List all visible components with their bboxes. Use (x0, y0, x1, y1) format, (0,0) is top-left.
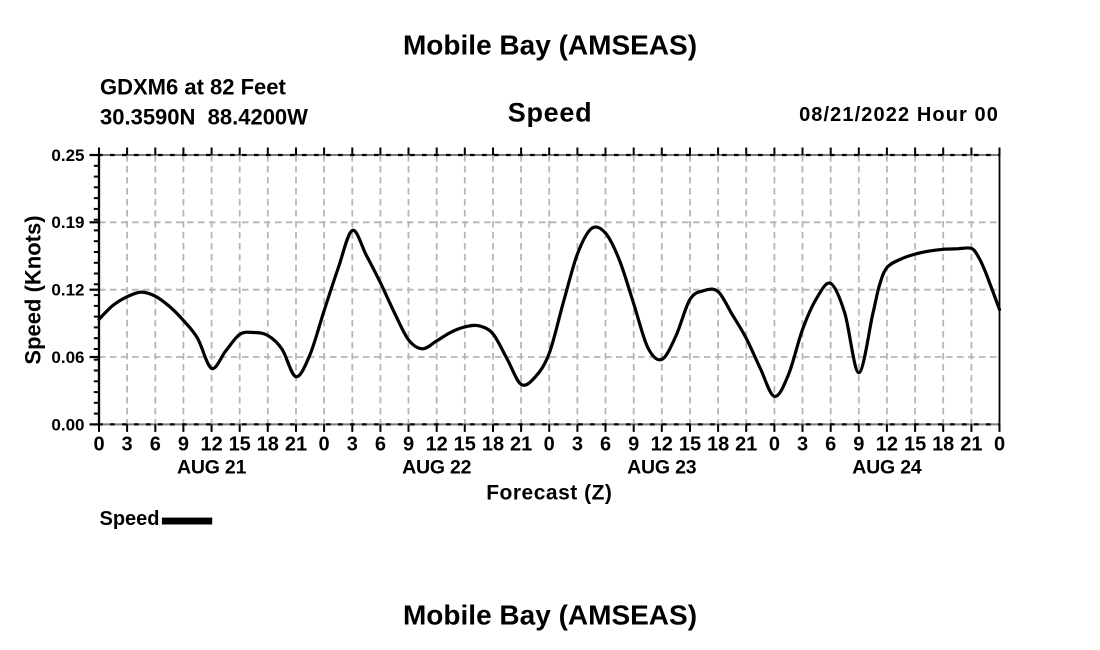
svg-text:6: 6 (150, 434, 161, 456)
svg-text:Forecast (Z): Forecast (Z) (486, 482, 612, 505)
svg-text:GDXM6 at 82 Feet: GDXM6 at 82 Feet (100, 75, 287, 100)
svg-text:6: 6 (375, 434, 386, 456)
svg-text:0: 0 (319, 434, 330, 456)
svg-text:12: 12 (200, 434, 222, 456)
svg-text:3: 3 (797, 434, 808, 456)
svg-text:6: 6 (600, 434, 611, 456)
svg-text:9: 9 (853, 434, 864, 456)
svg-text:12: 12 (876, 434, 898, 456)
svg-text:6: 6 (825, 434, 836, 456)
svg-text:0.19: 0.19 (51, 213, 84, 232)
svg-text:0.06: 0.06 (51, 348, 84, 367)
svg-text:Mobile Bay (AMSEAS): Mobile Bay (AMSEAS) (403, 600, 697, 631)
svg-text:AUG 22: AUG 22 (402, 457, 472, 479)
svg-text:9: 9 (403, 434, 414, 456)
svg-text:Mobile Bay (AMSEAS): Mobile Bay (AMSEAS) (403, 30, 697, 61)
svg-text:21: 21 (735, 434, 757, 456)
svg-text:0.25: 0.25 (51, 146, 84, 165)
svg-text:9: 9 (628, 434, 639, 456)
svg-text:18: 18 (707, 434, 729, 456)
svg-text:21: 21 (960, 434, 982, 456)
svg-text:15: 15 (679, 434, 701, 456)
svg-text:0.00: 0.00 (51, 415, 84, 434)
svg-text:0: 0 (769, 434, 780, 456)
svg-text:21: 21 (285, 434, 307, 456)
svg-text:3: 3 (347, 434, 358, 456)
svg-text:18: 18 (482, 434, 504, 456)
svg-text:15: 15 (229, 434, 251, 456)
svg-text:9: 9 (178, 434, 189, 456)
svg-text:0: 0 (93, 434, 104, 456)
svg-text:18: 18 (257, 434, 279, 456)
svg-text:AUG 21: AUG 21 (177, 457, 247, 479)
svg-text:0: 0 (994, 434, 1005, 456)
svg-text:18: 18 (932, 434, 954, 456)
svg-text:Speed (Knots): Speed (Knots) (21, 215, 46, 364)
svg-text:3: 3 (122, 434, 133, 456)
svg-text:0: 0 (544, 434, 555, 456)
svg-text:AUG 23: AUG 23 (627, 457, 697, 479)
svg-text:Speed: Speed (100, 508, 160, 530)
svg-text:3: 3 (572, 434, 583, 456)
svg-text:21: 21 (510, 434, 532, 456)
svg-text:08/21/2022 Hour 00: 08/21/2022 Hour 00 (799, 104, 999, 126)
svg-text:AUG 24: AUG 24 (852, 457, 922, 479)
svg-text:12: 12 (426, 434, 448, 456)
svg-text:15: 15 (454, 434, 476, 456)
svg-text:0.12: 0.12 (51, 281, 84, 300)
svg-text:15: 15 (904, 434, 926, 456)
svg-text:12: 12 (651, 434, 673, 456)
svg-text:Speed: Speed (508, 98, 593, 128)
svg-text:30.3590N 88.4200W: 30.3590N 88.4200W (100, 105, 308, 130)
